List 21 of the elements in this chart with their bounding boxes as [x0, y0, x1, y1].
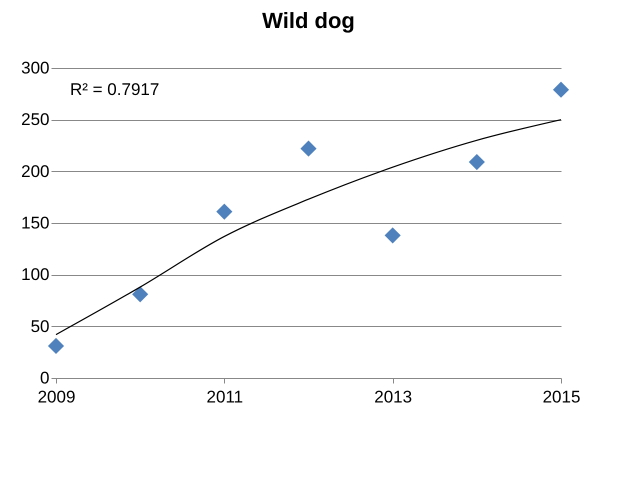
y-tick-label: 300 [21, 58, 50, 78]
chart-title: Wild dog [262, 8, 355, 33]
annotation: R² = 0.7917 [70, 80, 160, 99]
x-tick-label: 2011 [206, 388, 244, 406]
point [384, 227, 401, 244]
x-tick-label: 2015 [542, 388, 580, 406]
y-tick-label: 100 [21, 265, 50, 284]
y-tick-label: 200 [21, 162, 50, 181]
y-tick-label: 150 [21, 214, 50, 232]
point [468, 154, 485, 170]
y-tick-label: 0 [40, 368, 50, 388]
point [300, 140, 317, 157]
point [132, 286, 148, 302]
point [552, 82, 570, 98]
x-tick-label: 2013 [374, 388, 412, 406]
y-tick-label: 50 [30, 316, 50, 336]
point [48, 338, 64, 354]
y-tick-label: 250 [21, 110, 50, 130]
point [216, 204, 232, 220]
line-series [55, 119, 562, 336]
x-tick-label: 2009 [38, 388, 76, 406]
